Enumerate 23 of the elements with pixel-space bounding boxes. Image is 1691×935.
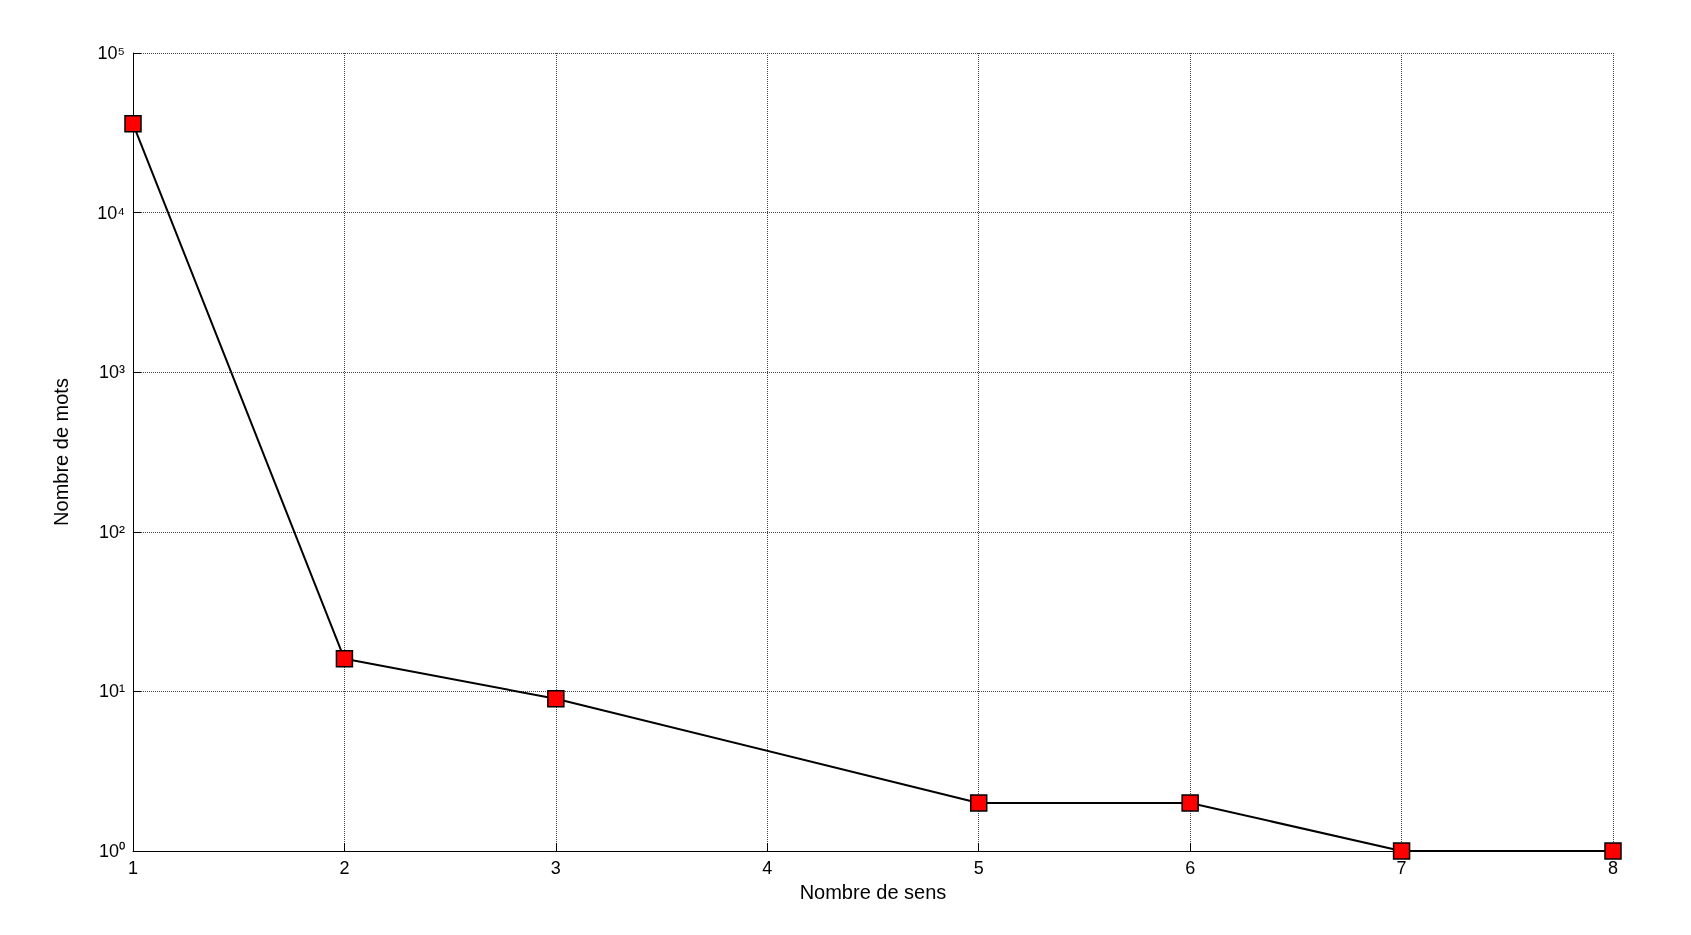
y-tick-label: 10⁵ bbox=[97, 43, 125, 63]
y-tick-label: 10¹ bbox=[98, 681, 126, 702]
point bbox=[1181, 794, 1199, 812]
y-tick-label: 10² bbox=[98, 521, 126, 542]
x-tick-label: 2 bbox=[339, 858, 350, 878]
point bbox=[1604, 842, 1622, 860]
y-tick-label: 10⁴ bbox=[97, 202, 125, 223]
point bbox=[547, 689, 565, 708]
point bbox=[1392, 842, 1411, 860]
x-tick-label: 8 bbox=[1607, 858, 1619, 878]
x-tick-label: 7 bbox=[1396, 858, 1407, 878]
point bbox=[969, 794, 988, 812]
x-tick-label: 3 bbox=[550, 858, 561, 878]
point bbox=[124, 115, 142, 133]
y-tick-label: 10⁰ bbox=[98, 841, 125, 861]
y-axis-title: Nombre de mots bbox=[50, 378, 72, 526]
point bbox=[335, 650, 354, 668]
x-tick-label: 4 bbox=[762, 858, 773, 878]
x-tick-label: 5 bbox=[973, 858, 984, 878]
x-axis-title: Nombre de sens bbox=[799, 880, 947, 903]
x-tick-label: 6 bbox=[1185, 858, 1196, 878]
x-tick-label: 1 bbox=[127, 858, 139, 878]
y-tick-label: 10³ bbox=[98, 362, 126, 383]
